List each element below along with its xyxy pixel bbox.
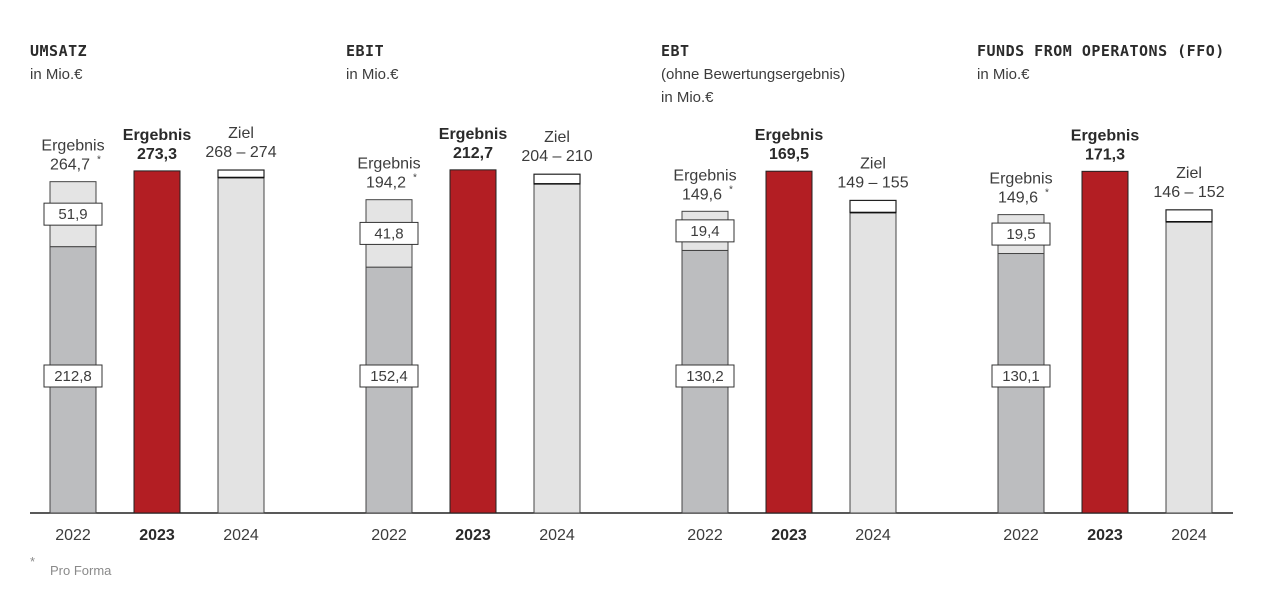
x-tick-label: 2023 [1087, 527, 1123, 544]
bar-label: Ergebnis [755, 127, 824, 144]
bar-result [133, 170, 181, 514]
x-tick-label: 2022 [371, 527, 407, 544]
bar-value-label: 204 – 210 [521, 148, 592, 165]
segment-value-box [991, 222, 1051, 246]
x-tick-label: 2024 [855, 527, 891, 544]
x-tick-label: 2023 [771, 527, 807, 544]
segment-value-box [991, 364, 1051, 388]
segment-value-label: 19,4 [690, 223, 719, 240]
segment-value-box [43, 364, 103, 388]
segment-value-label: 41,8 [374, 225, 403, 242]
kpi-panel-0: UMSATZ in Mio.€ 212,8 51,9 Ergebnis 264,7 * 202… [30, 42, 277, 544]
bar-result [765, 170, 813, 514]
panel-title: EBT [661, 42, 690, 60]
x-tick-label: 2022 [55, 527, 91, 544]
x-tick-label: 2022 [687, 527, 723, 544]
panel-title: UMSATZ [30, 42, 87, 60]
bar-target-range [849, 199, 897, 214]
x-tick-label: 2024 [1171, 527, 1207, 544]
bar-label: Ergebnis [1071, 127, 1140, 144]
bar-value-label: 149,6 [682, 186, 722, 203]
x-tick-label: 2022 [1003, 527, 1039, 544]
footnote-marker: * [30, 554, 35, 569]
footnote-marker: * [1045, 188, 1049, 199]
bar-value-label: 149 – 155 [837, 174, 908, 191]
footnote-marker: * [413, 173, 417, 184]
bar-value-label: 268 – 274 [205, 144, 276, 161]
bar-segment-base [365, 266, 413, 514]
x-tick-label: 2024 [223, 527, 259, 544]
kpi-panel-3: FUNDS FROM OPERATONS (FFO) in Mio.€ 130,1 1… [977, 42, 1225, 544]
panel-subtitle: in Mio.€ [977, 66, 1030, 83]
segment-value-box [675, 219, 735, 243]
kpi-panel-1: EBIT in Mio.€ 152,4 41,8 Ergebnis 194,2 * 2022 E… [346, 42, 593, 544]
segment-value-label: 212,8 [54, 368, 92, 385]
segment-value-label: 19,5 [1006, 226, 1035, 243]
panel-subtitle: (ohne Bewertungsergebnis) [661, 66, 845, 83]
bar-label: Ergebnis [41, 138, 104, 155]
bar-target [533, 183, 581, 514]
segment-value-box [359, 364, 419, 388]
footnote-text: Pro Forma [50, 563, 112, 578]
bar-label: Ziel [228, 125, 254, 142]
footnote-marker: * [97, 155, 101, 166]
bar-value-label: 149,6 [998, 190, 1038, 207]
panel-subtitle: in Mio.€ [30, 66, 83, 83]
bar-label: Ergebnis [357, 156, 420, 173]
bar-value-label: 146 – 152 [1153, 184, 1224, 201]
bar-value-label: 169,5 [769, 146, 809, 163]
bar-target [849, 212, 897, 514]
segment-value-box [359, 221, 419, 245]
bar-label: Ziel [1176, 165, 1202, 182]
bar-value-label: 194,2 [366, 175, 406, 192]
bar-label: Ziel [544, 129, 570, 146]
bar-label: Ziel [860, 155, 886, 172]
segment-value-box [675, 364, 735, 388]
bar-label: Ergebnis [673, 167, 736, 184]
bar-target-range [1165, 209, 1213, 223]
segment-value-box [43, 202, 103, 226]
segment-value-label: 130,1 [1002, 368, 1040, 385]
bar-label: Ergebnis [439, 126, 508, 143]
bar-result [1081, 170, 1129, 514]
x-tick-label: 2023 [455, 527, 491, 544]
panel-title: FUNDS FROM OPERATONS (FFO) [977, 42, 1225, 60]
panel-subtitle: in Mio.€ [346, 66, 399, 83]
segment-value-label: 152,4 [370, 368, 408, 385]
x-tick-label: 2023 [139, 527, 175, 544]
panel-title: EBIT [346, 42, 384, 60]
bar-target [217, 177, 265, 514]
bar-value-label: 273,3 [137, 146, 177, 163]
segment-value-label: 130,2 [686, 368, 724, 385]
bar-value-label: 264,7 [50, 157, 90, 174]
bar-label: Ergebnis [123, 127, 192, 144]
x-tick-label: 2024 [539, 527, 575, 544]
footnote-marker: * [729, 184, 733, 195]
bar-target-range [533, 173, 581, 185]
panel-subtitle: in Mio.€ [661, 89, 714, 106]
bar-target-range [217, 169, 265, 179]
bar-result [449, 169, 497, 514]
kpi-panel-2: EBT (ohne Bewertungsergebnis) in Mio.€ 130,… [661, 42, 909, 544]
segment-value-label: 51,9 [58, 206, 87, 223]
bar-value-label: 212,7 [453, 145, 493, 162]
bar-target [1165, 221, 1213, 514]
bar-value-label: 171,3 [1085, 146, 1125, 163]
bar-label: Ergebnis [989, 171, 1052, 188]
